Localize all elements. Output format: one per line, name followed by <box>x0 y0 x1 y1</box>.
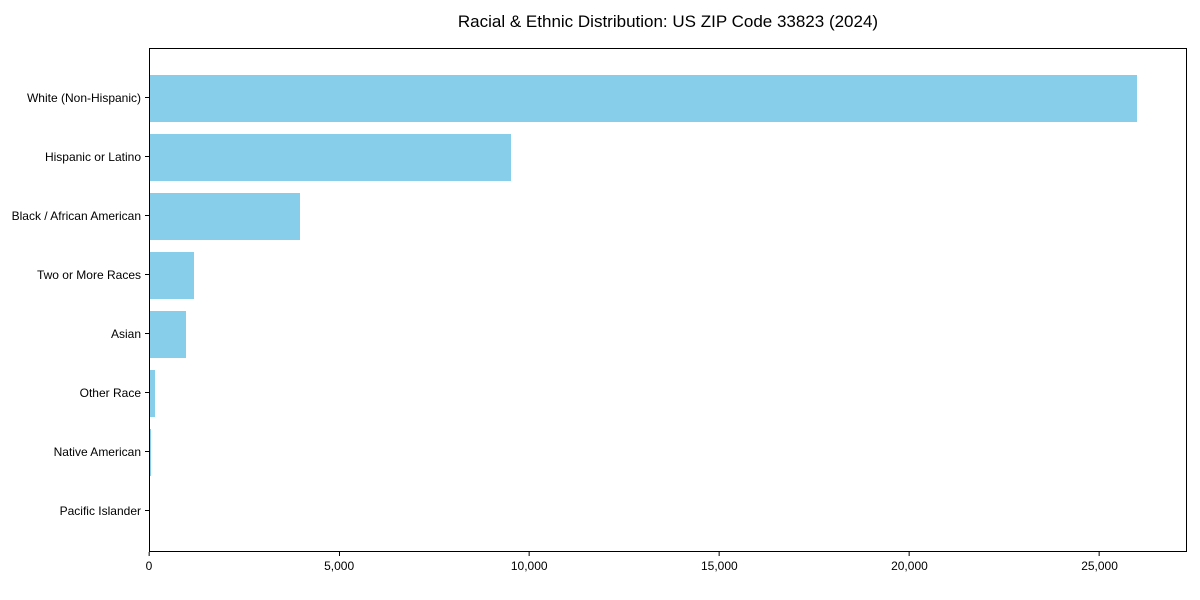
y-tick-mark <box>145 510 149 511</box>
y-tick-mark <box>145 451 149 452</box>
y-tick-row: Hispanic or Latino <box>0 127 149 186</box>
y-tick-mark <box>145 274 149 275</box>
x-tick-mark <box>908 552 910 556</box>
x-tick: 0 <box>145 552 153 573</box>
y-tick-label-other-race: Other Race <box>79 385 141 400</box>
bar-black-african-american <box>150 193 300 240</box>
x-tick: 5,000 <box>324 552 354 573</box>
bar-row <box>150 69 1186 128</box>
x-tick-mark <box>528 552 530 556</box>
y-tick-label-native-american: Native American <box>53 444 141 459</box>
bar-two-or-more-races <box>150 252 194 299</box>
x-tick-label: 0 <box>145 559 153 573</box>
bar-row <box>150 246 1186 305</box>
bar-row <box>150 305 1186 364</box>
y-tick-row: Black / African American <box>0 186 149 245</box>
y-tick-row: Asian <box>0 304 149 363</box>
x-tick-mark <box>718 552 720 556</box>
bar-white-non-hispanic <box>150 75 1137 122</box>
y-tick-label-black-african-american: Black / African American <box>11 208 141 223</box>
bar-row <box>150 482 1186 541</box>
y-tick-mark <box>145 97 149 98</box>
bar-hispanic-or-latino <box>150 134 511 181</box>
x-tick-label: 25,000 <box>1081 559 1118 573</box>
x-tick: 25,000 <box>1081 552 1118 573</box>
bar-other-race <box>150 370 156 417</box>
x-tick-label: 10,000 <box>510 559 548 573</box>
x-tick: 20,000 <box>891 552 928 573</box>
y-tick-label-asian: Asian <box>110 326 141 341</box>
y-tick-mark <box>145 156 149 157</box>
x-tick-label: 15,000 <box>700 559 738 573</box>
bar-asian <box>150 311 187 358</box>
bar-row <box>150 187 1186 246</box>
bar-row <box>150 423 1186 482</box>
x-tick: 10,000 <box>511 552 548 573</box>
y-tick-row: Pacific Islander <box>0 481 149 540</box>
y-tick-mark <box>145 333 149 334</box>
x-tick-label: 20,000 <box>891 559 928 573</box>
x-tick-mark <box>338 552 340 556</box>
y-tick-label-two-or-more-races: Two or More Races <box>36 267 141 282</box>
chart-title: Racial & Ethnic Distribution: US ZIP Cod… <box>457 12 879 31</box>
plot-area <box>149 48 1187 552</box>
y-tick-row: Native American <box>0 422 149 481</box>
y-tick-row: Two or More Races <box>0 245 149 304</box>
y-tick-mark <box>145 215 149 216</box>
x-axis: 0 5,000 10,000 15,000 20,000 25,000 <box>145 552 1187 586</box>
y-tick-mark <box>145 392 149 393</box>
bar-row <box>150 128 1186 187</box>
x-tick-mark <box>148 552 150 556</box>
x-tick-label: 5,000 <box>324 559 355 573</box>
bar-native-american <box>150 429 152 476</box>
y-tick-label-white-non-hispanic: White (Non-Hispanic) <box>26 90 141 105</box>
x-tick-mark <box>1099 552 1101 556</box>
bar-row <box>150 364 1186 423</box>
x-tick: 15,000 <box>701 552 738 573</box>
y-axis: White (Non-Hispanic) Hispanic or Latino Bl… <box>0 48 149 552</box>
y-tick-row: White (Non-Hispanic) <box>0 68 149 127</box>
y-tick-label-pacific-islander: Pacific Islander <box>59 503 141 518</box>
y-tick-label-hispanic-or-latino: Hispanic or Latino <box>44 149 141 164</box>
y-tick-row: Other Race <box>0 363 149 422</box>
